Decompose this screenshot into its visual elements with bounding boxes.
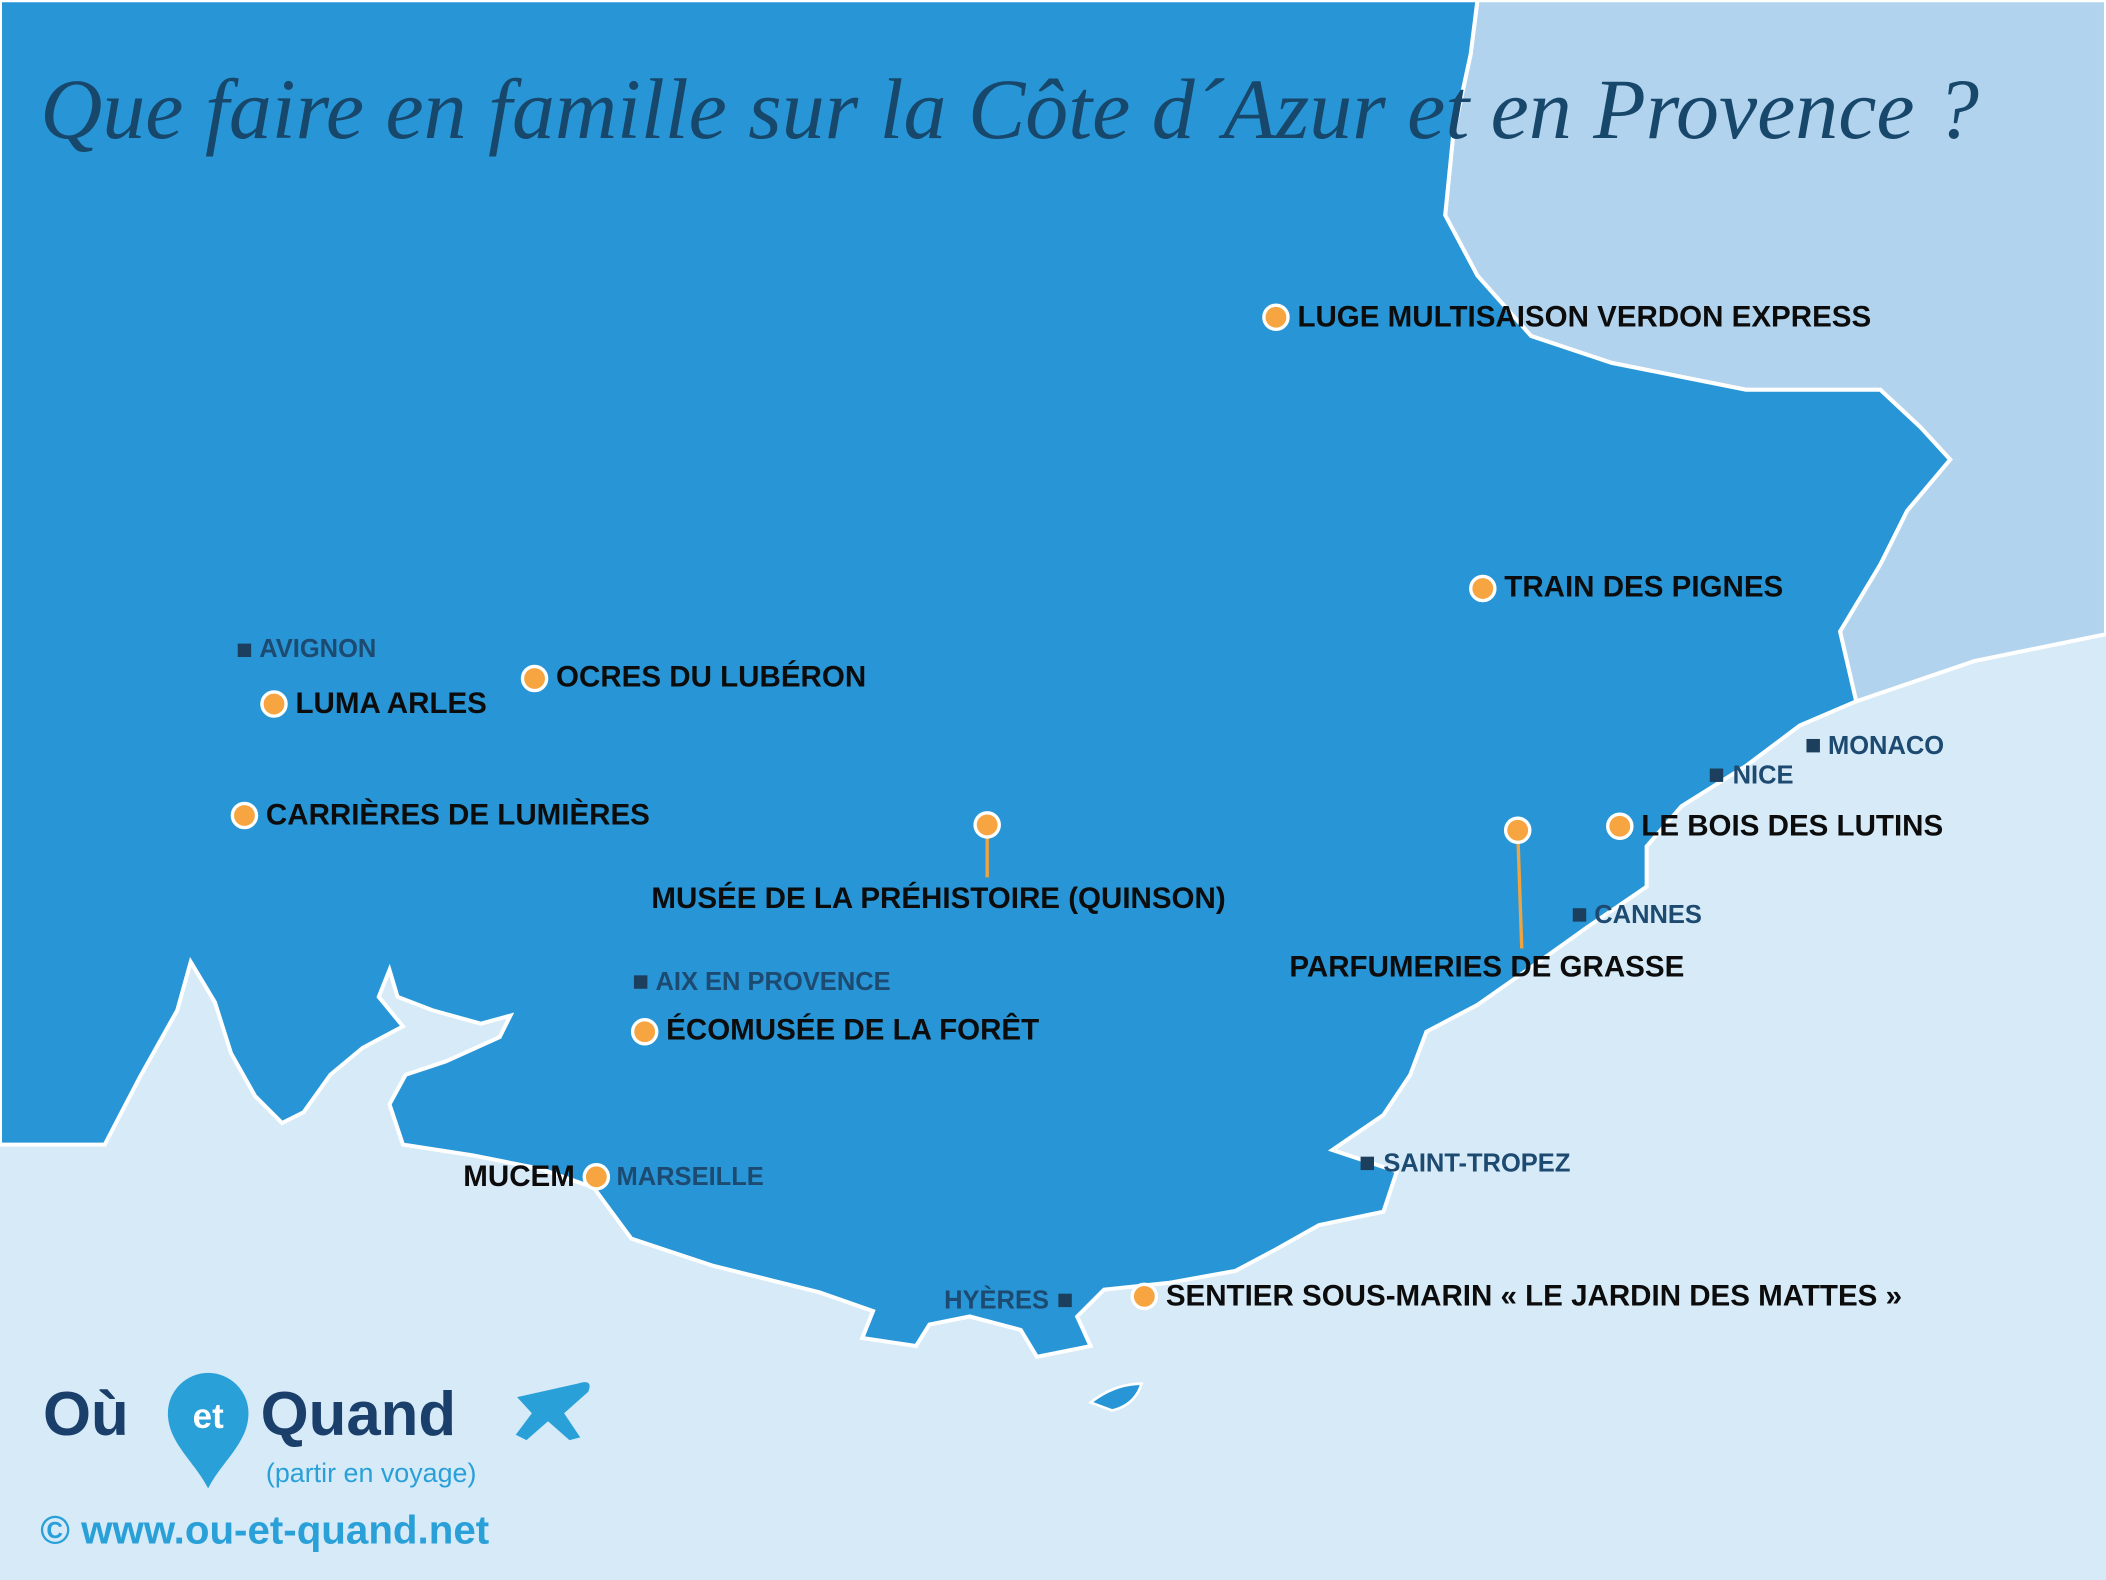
- city-label: CANNES: [1594, 901, 1702, 929]
- attraction-marker: [260, 690, 288, 718]
- brand-middle: et: [193, 1397, 224, 1436]
- attraction-label: ÉCOMUSÉE DE LA FORÊT: [666, 1013, 1039, 1047]
- city-marker: [1058, 1293, 1072, 1308]
- attraction-label: CARRIÈRES DE LUMIÈRES: [266, 798, 650, 832]
- attraction-label: MUCEM: [463, 1160, 575, 1193]
- attraction-label: TRAIN DES PIGNES: [1504, 570, 1783, 603]
- tagline: (partir en voyage): [266, 1458, 477, 1488]
- logo: Où et Quand (partir en voyage) © www.ou-…: [40, 1372, 590, 1552]
- brand-right: Quand: [261, 1380, 457, 1449]
- website: © www.ou-et-quand.net: [40, 1507, 489, 1552]
- attraction-marker: [1469, 574, 1497, 603]
- city-marker: [1709, 768, 1724, 782]
- city-label: MARSEILLE: [616, 1163, 763, 1191]
- city-marker: [1572, 908, 1587, 922]
- city-label: MONACO: [1828, 732, 1944, 760]
- island: [1087, 1382, 1144, 1412]
- land: [0, 0, 1953, 1360]
- attraction-marker: [1606, 812, 1634, 841]
- attraction-label: PARFUMERIES DE GRASSE: [1289, 950, 1684, 983]
- attraction-marker: [582, 1163, 611, 1191]
- plane-icon: [515, 1382, 590, 1441]
- attraction-marker: [1503, 816, 1532, 845]
- attraction-marker: [230, 801, 259, 830]
- city-label: HYÈRES: [944, 1285, 1049, 1314]
- city-label: SAINT-TROPEZ: [1383, 1149, 1570, 1177]
- city-marker: [237, 643, 252, 658]
- attraction-label: LE BOIS DES LUTINS: [1641, 809, 1943, 842]
- attraction-marker: [1130, 1282, 1159, 1311]
- attraction-marker: [973, 811, 1001, 839]
- city-label: NICE: [1733, 761, 1794, 789]
- attraction-label: MUSÉE DE LA PRÉHISTOIRE (QUINSON): [651, 881, 1225, 915]
- city-marker: [633, 975, 648, 989]
- brand-left: Où: [43, 1380, 129, 1449]
- attraction-marker: [630, 1017, 659, 1046]
- attraction-marker: [520, 664, 549, 693]
- attraction-label: LUMA ARLES: [295, 687, 486, 720]
- attraction-marker: [1262, 303, 1290, 331]
- attraction-label: LUGE MULTISAISON VERDON EXPRESS: [1297, 300, 1871, 333]
- city-label: AVIGNON: [259, 635, 376, 663]
- map-title: Que faire en famille sur la Côte d´Azur …: [40, 61, 1979, 157]
- pin: [167, 1372, 249, 1489]
- city-label: AIX EN PROVENCE: [655, 968, 890, 996]
- attraction-label: OCRES DU LUBÉRON: [556, 659, 866, 693]
- city-marker: [1360, 1156, 1375, 1171]
- city-marker: [1806, 738, 1820, 753]
- attraction-label: SENTIER SOUS-MARIN « LE JARDIN DES MATTE…: [1166, 1279, 1902, 1312]
- leader-line: [1516, 830, 1524, 949]
